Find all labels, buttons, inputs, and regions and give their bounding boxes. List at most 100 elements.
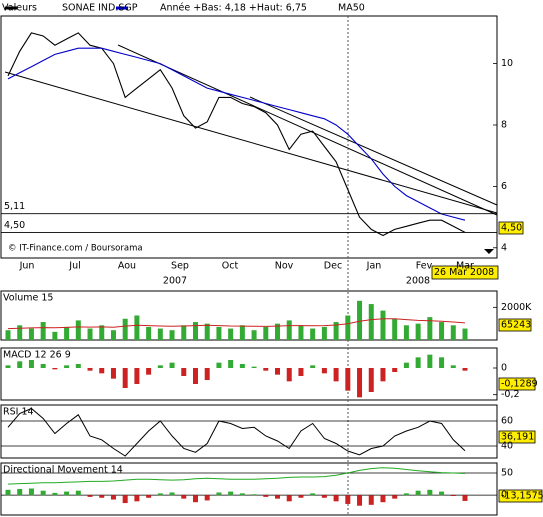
bar [64, 365, 70, 368]
bar [228, 328, 234, 340]
bar [415, 323, 421, 340]
bar [87, 328, 93, 340]
bar [28, 328, 34, 340]
bar [110, 368, 116, 379]
bar [146, 495, 152, 498]
bar [239, 493, 245, 496]
bar [251, 494, 257, 496]
trend-line [4, 71, 498, 214]
date-label: 26 Mar 2008 [434, 267, 494, 278]
bar [122, 318, 128, 340]
bar [298, 368, 304, 376]
bar [333, 368, 339, 382]
bar [380, 368, 386, 382]
bar [333, 495, 339, 502]
bar [286, 368, 292, 382]
trend-line [117, 44, 498, 216]
bar [275, 495, 281, 499]
bar [427, 489, 433, 496]
bar [181, 495, 187, 499]
bar [439, 322, 445, 340]
bar [403, 325, 409, 340]
dm-panel-frame [0, 462, 498, 516]
bar [321, 368, 327, 374]
bar [345, 368, 351, 391]
legend-label: Valeurs [2, 3, 37, 14]
bar [392, 318, 398, 340]
date-box [431, 265, 499, 280]
volume-panel-frame [0, 290, 498, 341]
x-tick-label: Jul [68, 261, 80, 272]
bar [204, 323, 210, 340]
x-tick-label: Aou [118, 261, 136, 272]
bar [450, 365, 456, 368]
panel-title: MACD 12 26 9 [3, 350, 71, 361]
bar [263, 495, 269, 497]
bar [169, 492, 175, 496]
bar [28, 488, 34, 496]
bar [192, 495, 198, 503]
bar [251, 330, 257, 340]
bar [5, 489, 11, 496]
main-panel-frame [0, 15, 498, 259]
data-line [7, 467, 466, 485]
bar [134, 315, 140, 340]
bar [157, 328, 163, 340]
bar [310, 493, 316, 496]
last-price: 4,50 [501, 223, 522, 234]
bar [134, 495, 140, 502]
bar [157, 493, 163, 496]
bar [216, 326, 222, 340]
bar [450, 325, 456, 340]
bar [17, 361, 23, 368]
bar [40, 490, 46, 496]
x-tick-label: Dec [324, 261, 342, 272]
bar [75, 490, 81, 496]
last-value-box [498, 430, 536, 444]
last-value: 65243 [501, 320, 531, 331]
bar [157, 365, 163, 368]
y-tick-label: 0 [501, 490, 507, 501]
bar [52, 331, 58, 340]
y-tick-label: 50 [501, 468, 513, 479]
x-tick-label: Nov [275, 261, 294, 272]
y-tick-label: -0,2 [501, 389, 520, 400]
bar [286, 495, 292, 502]
bar [275, 368, 281, 375]
y-tick-label: 2000K [501, 302, 532, 313]
bar [298, 325, 304, 340]
bar [5, 365, 11, 368]
bar [368, 495, 374, 505]
bar [64, 326, 70, 340]
bar [216, 492, 222, 496]
bar [251, 366, 257, 368]
last-value-box [498, 377, 536, 391]
x-tick-label: Sep [171, 261, 189, 272]
bar [357, 495, 363, 506]
bar [17, 488, 23, 496]
panel-title: Directional Movement 14 [3, 465, 123, 476]
bar [181, 325, 187, 340]
year-label: 2008 [406, 276, 430, 287]
bar [392, 368, 398, 372]
bar [228, 491, 234, 496]
bar [99, 495, 105, 498]
bar [310, 328, 316, 340]
data-line [7, 47, 466, 221]
x-tick-label: Oct [222, 261, 239, 272]
bar [239, 325, 245, 340]
y-tick-label: 60 [501, 416, 513, 427]
bar [28, 360, 34, 368]
bar [64, 491, 70, 496]
last-value-box [498, 489, 543, 503]
legend-series: SONAE IND.SGP [62, 3, 138, 14]
bar [110, 330, 116, 340]
bar [146, 368, 152, 375]
arrow-icon [484, 249, 494, 254]
bar [87, 495, 93, 497]
x-tick-label: Jan [366, 261, 382, 272]
x-tick-label: Jun [19, 261, 35, 272]
bar [357, 368, 363, 398]
bar [368, 304, 374, 340]
